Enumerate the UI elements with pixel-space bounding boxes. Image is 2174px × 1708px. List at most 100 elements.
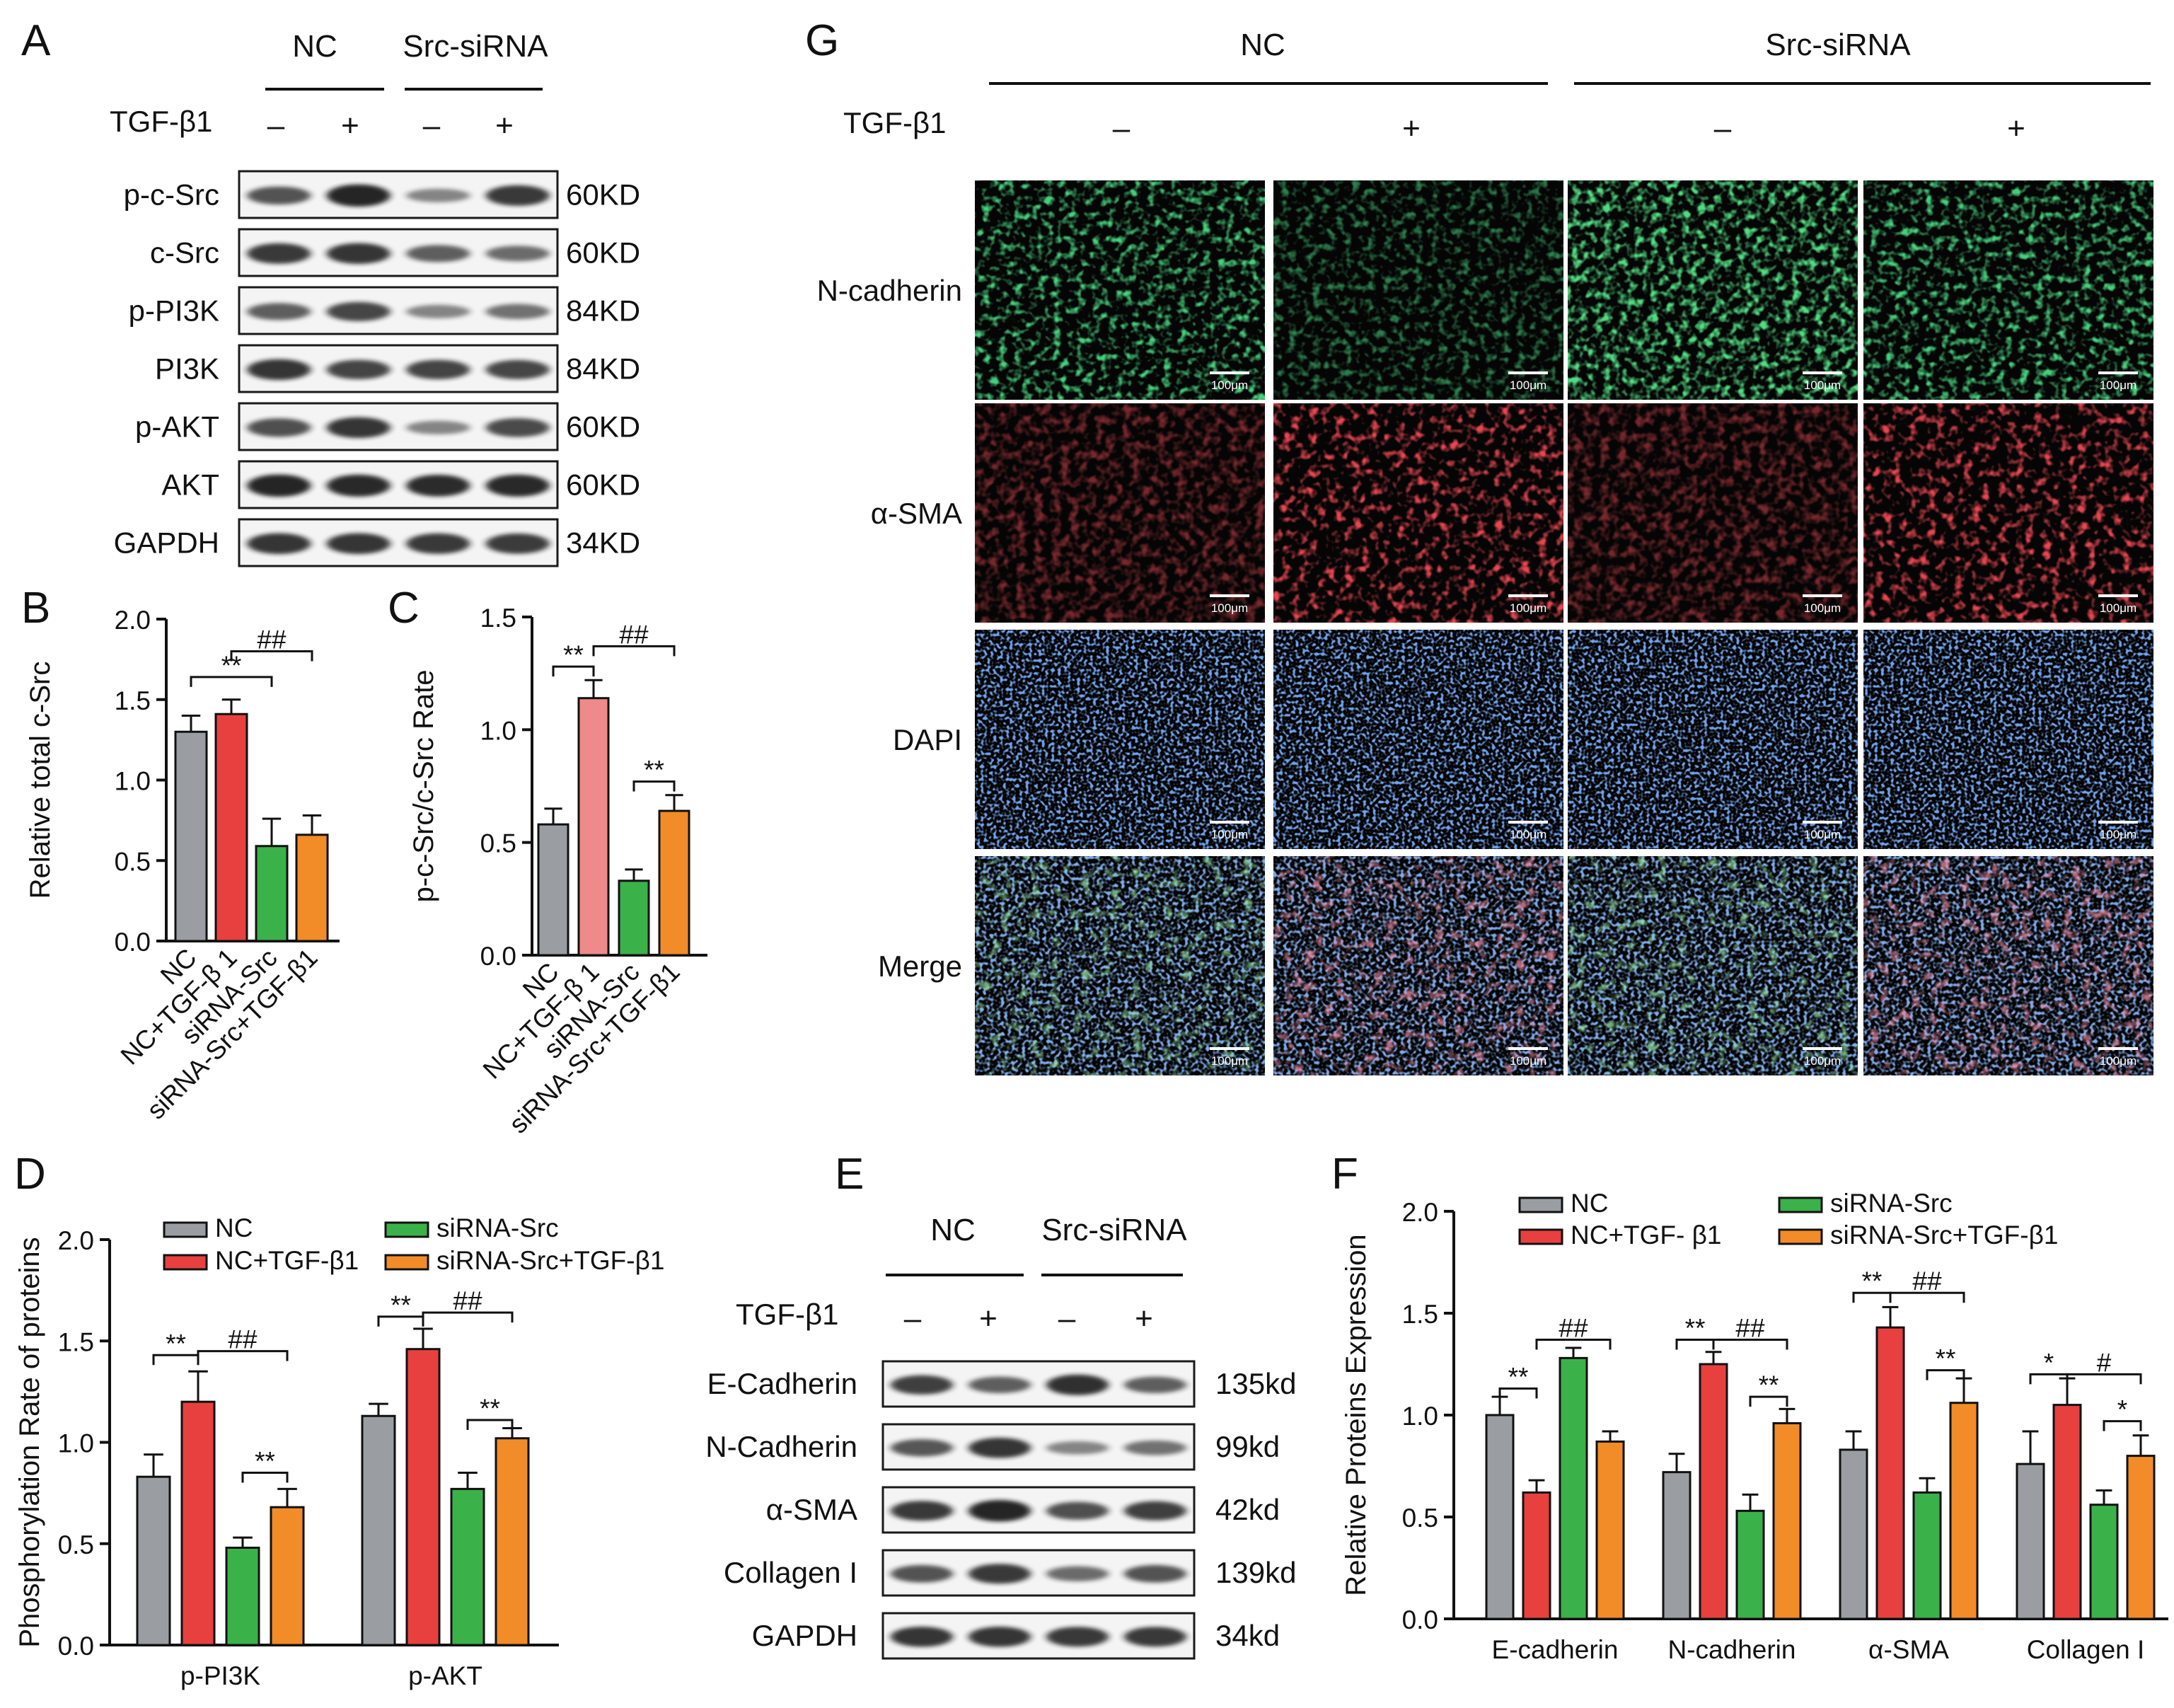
blot-row-label: PI3K <box>155 352 219 386</box>
green-fluorescence <box>1273 180 1563 400</box>
chart-f-relative-proteins-expression: 0.0 0.5 1.0 1.5 2.0 Relative Proteins Express… <box>1341 1189 2168 1664</box>
blot-size-label: 84KD <box>566 352 640 386</box>
significance-marker: ** <box>644 756 664 785</box>
blot-e-sign: + <box>979 1301 998 1336</box>
red-fluorescence <box>1273 403 1563 623</box>
scale-bar-label: 100μm <box>1211 828 1248 841</box>
scale-bar <box>2098 1047 2138 1050</box>
blot-size-label: 60KD <box>566 468 640 502</box>
chart-c-p-c-src-rate: 0.00.51.01.5p-c-Src/c-Src RateNCNC+TGF-β… <box>408 604 707 1139</box>
scale-bar <box>1508 371 1548 374</box>
legend-label: NC <box>215 1213 253 1242</box>
blot-e-group-bar-src <box>1041 1274 1183 1276</box>
scale-bar <box>1508 594 1548 597</box>
x-tick-label: α-SMA <box>1868 1635 1949 1664</box>
blot-band <box>1124 1376 1186 1393</box>
bar <box>618 879 650 957</box>
significance-bracket <box>466 1419 514 1430</box>
blot-band <box>1124 1564 1186 1583</box>
legend-swatch <box>384 1254 429 1271</box>
blot-band <box>969 1500 1031 1522</box>
blot-band <box>406 475 470 497</box>
significance-marker: ## <box>257 625 287 654</box>
panel-label-e: E <box>835 1150 864 1199</box>
blot-row-label: AKT <box>161 468 219 502</box>
legend-label: siRNA-Src <box>1830 1189 1953 1218</box>
micro-row-label: Merge <box>878 950 962 983</box>
green-fluorescence <box>1863 180 2153 400</box>
legend-swatch <box>1778 1228 1823 1245</box>
bar <box>2089 1504 2119 1620</box>
blot-size-label: 99kd <box>1215 1430 1280 1463</box>
bar <box>2016 1462 2045 1620</box>
y-tick-label: 1.0 <box>480 716 516 745</box>
blot-row-label: p-AKT <box>135 410 219 444</box>
y-tick-label: 1.0 <box>58 1429 94 1458</box>
scale-bar <box>2098 821 2138 824</box>
blot-size-label: 139kd <box>1215 1556 1296 1589</box>
bar <box>1875 1326 1905 1620</box>
y-tick-label: 0.5 <box>58 1530 94 1559</box>
blot-e-group-bar-nc <box>886 1274 1024 1276</box>
y-tick-label: 2.0 <box>115 606 151 635</box>
legend-label: siRNA-Src+TGF-β1 <box>436 1246 664 1275</box>
y-tick-label: 0.0 <box>1402 1605 1438 1634</box>
y-tick-label: 0.0 <box>58 1632 94 1661</box>
bar <box>1485 1414 1515 1620</box>
blot-band <box>1046 1374 1109 1395</box>
blot-a-group-bar-nc <box>265 88 384 91</box>
blot-row-label: c-Src <box>150 236 219 270</box>
scale-bar-label: 100μm <box>1510 379 1546 392</box>
scale-bar-label: 100μm <box>2100 601 2137 615</box>
scale-bar <box>1803 594 1842 597</box>
significance-marker: ** <box>1862 1266 1883 1296</box>
y-tick-label: 1.5 <box>1402 1300 1438 1329</box>
blot-band <box>891 1627 953 1647</box>
y-tick-label: 2.0 <box>58 1226 94 1255</box>
x-tick-label: p-PI3K <box>180 1661 260 1690</box>
significance-marker: ** <box>1508 1363 1529 1392</box>
blot-band <box>485 533 550 554</box>
merge-overlay <box>975 856 1265 1075</box>
bar <box>295 833 329 942</box>
scale-bar <box>2098 594 2138 597</box>
micro-row-label: N-cadherin <box>817 274 962 307</box>
bar <box>270 1506 305 1646</box>
blot-row-label: N-Cadherin <box>705 1430 857 1463</box>
blot-band <box>406 359 470 380</box>
dapi-nuclei <box>1863 630 2153 849</box>
significance-marker: ## <box>619 620 649 649</box>
blot-band <box>891 1501 953 1521</box>
y-tick-label: 2.0 <box>1402 1198 1438 1227</box>
significance-marker: # <box>2097 1348 2112 1377</box>
significance-marker: ## <box>453 1286 482 1315</box>
micro-group-src-sirna: Src-siRNA <box>1765 28 1911 62</box>
blot-band <box>326 359 391 380</box>
significance-marker: * <box>2044 1348 2054 1377</box>
blot-a-sign: + <box>495 108 514 143</box>
blot-size-label: 42kd <box>1215 1493 1280 1526</box>
y-tick-label: 0.0 <box>480 942 516 971</box>
blot-band <box>1046 1566 1109 1581</box>
bar <box>1522 1491 1551 1620</box>
green-fluorescence <box>975 180 1265 400</box>
bar <box>405 1348 441 1646</box>
bar <box>180 1400 216 1646</box>
blot-band <box>326 533 391 555</box>
blot-band <box>969 1438 1031 1458</box>
bar <box>1735 1509 1765 1620</box>
x-tick-label: E-cadherin <box>1492 1635 1619 1664</box>
y-tick-label: 0.5 <box>115 847 151 876</box>
blot-band <box>485 304 550 320</box>
bar <box>537 823 569 957</box>
significance-marker: ** <box>1936 1344 1956 1373</box>
significance-marker: ## <box>1735 1313 1765 1342</box>
bar <box>577 697 610 957</box>
bar <box>214 712 248 942</box>
micro-sign: – <box>1714 111 1732 146</box>
blot-band <box>326 474 391 497</box>
blot-band <box>326 184 391 207</box>
scale-bar-label: 100μm <box>1211 379 1248 392</box>
bar <box>450 1487 485 1646</box>
red-fluorescence <box>975 403 1265 623</box>
